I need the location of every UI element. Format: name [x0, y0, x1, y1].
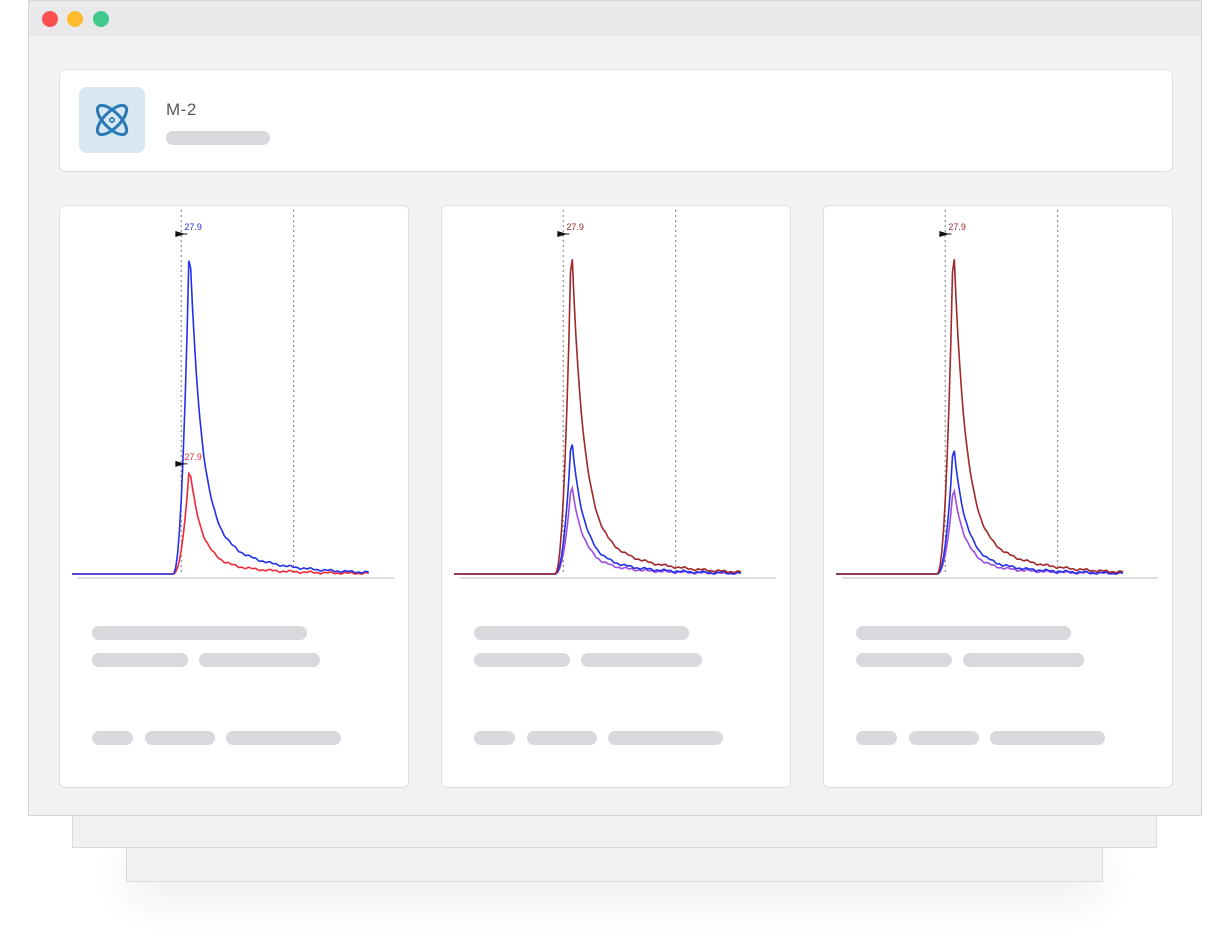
atom-icon	[79, 87, 145, 153]
card-title-placeholder	[474, 626, 689, 640]
card-title-placeholder	[856, 626, 1071, 640]
peak-label: 27.9	[184, 452, 202, 462]
card-title-placeholder	[92, 626, 307, 640]
card-tag-placeholder	[909, 731, 979, 745]
card-meta-placeholder	[856, 653, 952, 667]
card-tag-placeholder	[92, 731, 133, 745]
card-meta-placeholder	[92, 653, 188, 667]
card-tag-placeholder	[608, 731, 723, 745]
series-line-purple	[454, 485, 742, 575]
chromatogram-chart-3: 27.9	[836, 210, 1158, 579]
chromatogram-chart-2: 27.9	[454, 210, 776, 579]
series-line-purple	[836, 488, 1124, 575]
chromatogram-card-1[interactable]: 27.9 27.9	[59, 205, 409, 788]
series-line-maroon	[454, 259, 742, 575]
peak-label: 27.9	[566, 222, 584, 232]
chromatogram-chart-1: 27.9 27.9	[72, 210, 394, 579]
app-window: M-2 27.9 27.9 27.9 27.9	[28, 0, 1202, 816]
card-tag-placeholder	[527, 731, 597, 745]
chromatogram-card-2[interactable]: 27.9	[441, 205, 791, 788]
series-line-maroon	[836, 259, 1124, 575]
minimize-window-button[interactable]	[67, 11, 83, 27]
chromatogram-card-3[interactable]: 27.9	[823, 205, 1173, 788]
card-tag-placeholder	[990, 731, 1105, 745]
card-tag-placeholder	[474, 731, 515, 745]
card-meta-placeholder	[581, 653, 702, 667]
subtitle-placeholder	[166, 131, 270, 145]
series-line-red	[72, 471, 370, 575]
title-bar	[29, 1, 1201, 36]
card-tag-placeholder	[226, 731, 341, 745]
maximize-window-button[interactable]	[93, 11, 109, 27]
card-tag-placeholder	[856, 731, 897, 745]
close-window-button[interactable]	[42, 11, 58, 27]
sample-title: M-2	[166, 100, 197, 119]
series-line-blue	[72, 260, 370, 575]
card-meta-placeholder	[474, 653, 570, 667]
peak-label: 27.9	[948, 222, 966, 232]
card-meta-placeholder	[199, 653, 320, 667]
peak-label: 27.9	[184, 222, 202, 232]
series-line-blue	[454, 444, 741, 575]
card-tag-placeholder	[145, 731, 215, 745]
card-meta-placeholder	[963, 653, 1084, 667]
sample-header-card: M-2	[59, 69, 1173, 172]
